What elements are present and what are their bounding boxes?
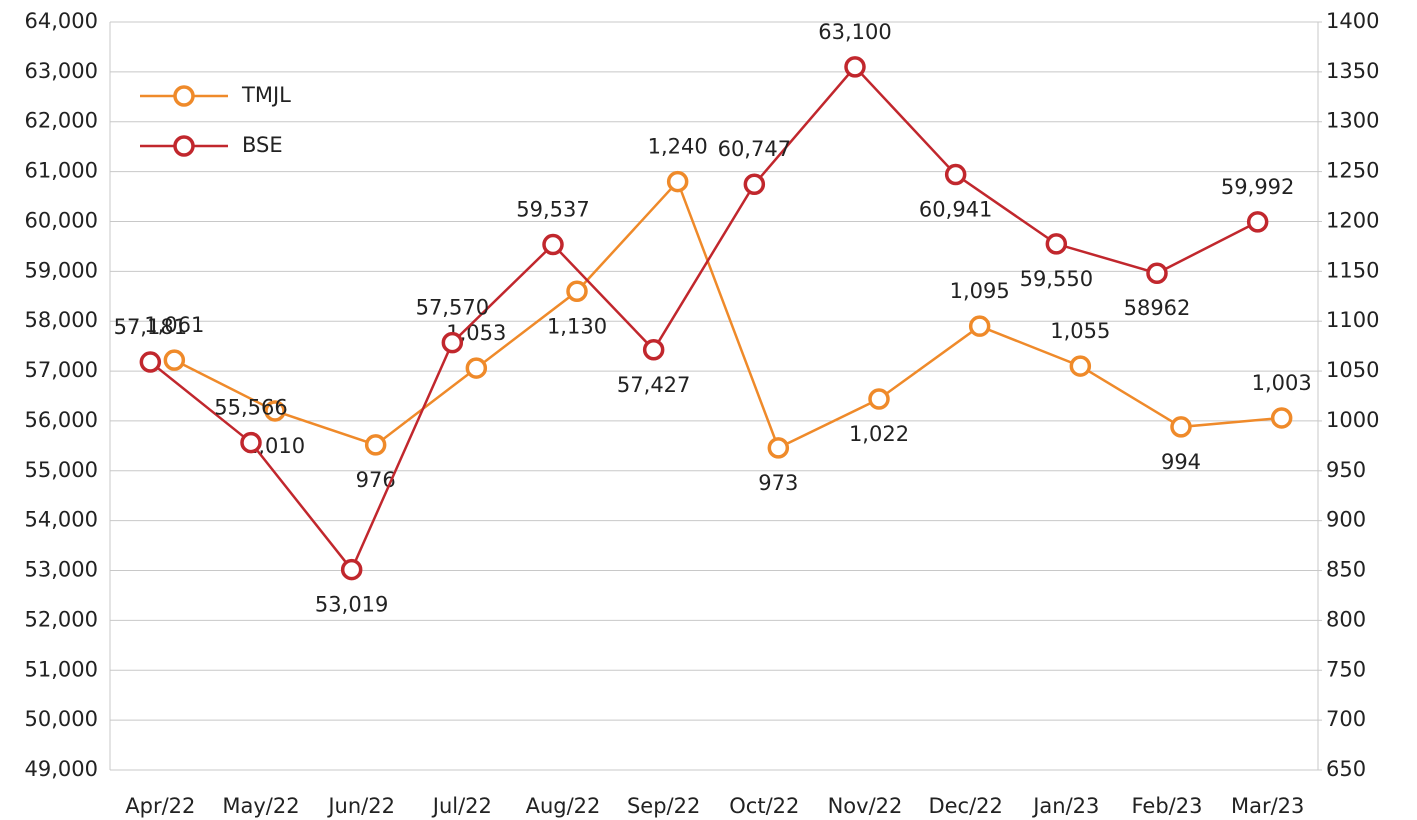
y-tick-label: 50,000 — [25, 707, 98, 731]
marker — [163, 349, 186, 371]
y2-tick-label: 950 — [1326, 458, 1366, 482]
data-label: 57,427 — [617, 373, 690, 397]
data-label: 59,550 — [1020, 267, 1093, 291]
y-tick-label: 49,000 — [25, 757, 98, 781]
data-label: 1,061 — [144, 313, 204, 337]
y-tick-label: 57,000 — [25, 358, 98, 382]
y-tick-label: 58,000 — [25, 308, 98, 332]
y2-tick-label: 900 — [1326, 508, 1366, 532]
y2-tick-label: 1200 — [1326, 208, 1379, 232]
marker — [666, 170, 689, 193]
y-tick-label: 62,000 — [25, 109, 98, 133]
y-tick-label: 64,000 — [25, 9, 98, 33]
y2-tick-label: 1400 — [1326, 9, 1379, 33]
marker — [743, 173, 766, 195]
y-tick-label: 60,000 — [25, 208, 98, 232]
y-tick-label: 52,000 — [25, 607, 98, 631]
data-label: 1,240 — [648, 135, 708, 159]
y-tick-label: 51,000 — [25, 657, 98, 681]
data-label: 59,992 — [1221, 175, 1294, 199]
x-tick-label: Sep/22 — [627, 794, 700, 818]
y-tick-label: 55,000 — [25, 458, 98, 482]
x-tick-label: Feb/23 — [1132, 794, 1203, 818]
y2-tick-label: 1000 — [1326, 408, 1379, 432]
y2-tick-label: 1150 — [1326, 258, 1379, 282]
y2-tick-label: 800 — [1326, 607, 1366, 631]
data-label: 57,570 — [416, 296, 489, 320]
series-line — [149, 65, 1259, 572]
x-tick-label: Oct/22 — [729, 794, 799, 818]
y2-tick-label: 850 — [1326, 558, 1366, 582]
legend-marker — [173, 85, 195, 107]
data-label: 1,022 — [849, 422, 909, 446]
marker — [340, 558, 363, 581]
data-label: 53,019 — [315, 593, 388, 617]
data-label: 1,095 — [950, 279, 1010, 303]
data-label: 59,537 — [516, 198, 589, 222]
x-tick-label: Jun/22 — [326, 794, 395, 818]
marker — [566, 280, 588, 303]
y2-tick-label: 1300 — [1326, 109, 1379, 133]
y2-tick-label: 1100 — [1326, 308, 1379, 332]
data-label: 60,941 — [919, 198, 992, 222]
marker — [1146, 262, 1168, 284]
marker — [968, 315, 991, 337]
marker — [240, 431, 262, 454]
x-tick-label: Apr/22 — [125, 794, 195, 818]
data-label: 1,130 — [547, 314, 607, 338]
data-label: 994 — [1161, 450, 1201, 474]
data-label: 973 — [758, 471, 798, 495]
data-label: 60,747 — [718, 137, 791, 161]
x-tick-label: Jan/23 — [1031, 794, 1099, 818]
y2-tick-label: 650 — [1326, 757, 1366, 781]
x-tick-label: Aug/22 — [526, 794, 601, 818]
y2-tick-label: 700 — [1326, 707, 1366, 731]
y2-tick-label: 1250 — [1326, 159, 1379, 183]
marker — [542, 233, 564, 256]
data-label: 55,566 — [214, 396, 287, 420]
marker — [1170, 416, 1192, 438]
marker — [264, 400, 286, 422]
x-tick-label: Mar/23 — [1231, 794, 1304, 818]
marker — [1045, 233, 1068, 255]
y-tick-label: 54,000 — [25, 508, 98, 532]
data-label: 1,003 — [1252, 371, 1312, 395]
marker — [364, 434, 387, 456]
marker — [441, 331, 464, 354]
marker — [465, 357, 488, 379]
x-tick-label: May/22 — [222, 794, 299, 818]
y-tick-label: 53,000 — [25, 558, 98, 582]
legend-label: TMJL — [241, 83, 291, 107]
y2-tick-label: 1050 — [1326, 358, 1379, 382]
marker — [139, 351, 162, 373]
legend-marker — [173, 135, 195, 157]
y-tick-label: 59,000 — [25, 258, 98, 282]
marker — [1270, 407, 1293, 429]
data-label: 1,055 — [1050, 319, 1110, 343]
x-tick-label: Nov/22 — [828, 794, 903, 818]
data-label: 58962 — [1124, 296, 1191, 320]
y-tick-label: 56,000 — [25, 408, 98, 432]
series-line — [173, 179, 1282, 450]
y2-tick-label: 750 — [1326, 657, 1366, 681]
x-tick-label: Jul/22 — [431, 794, 492, 818]
y-tick-label: 61,000 — [25, 159, 98, 183]
marker — [1246, 211, 1269, 233]
data-label: 63,100 — [818, 20, 891, 44]
y-tick-label: 63,000 — [25, 59, 98, 83]
y2-tick-label: 1350 — [1326, 59, 1379, 83]
x-tick-label: Dec/22 — [928, 794, 1002, 818]
marker — [1069, 355, 1092, 377]
marker — [642, 339, 665, 361]
marker — [767, 437, 790, 459]
marker — [944, 163, 967, 186]
data-label: 976 — [356, 468, 396, 492]
marker — [868, 388, 890, 410]
marker — [844, 56, 866, 78]
data-label: 57,181 — [114, 315, 187, 339]
legend-label: BSE — [242, 133, 283, 157]
